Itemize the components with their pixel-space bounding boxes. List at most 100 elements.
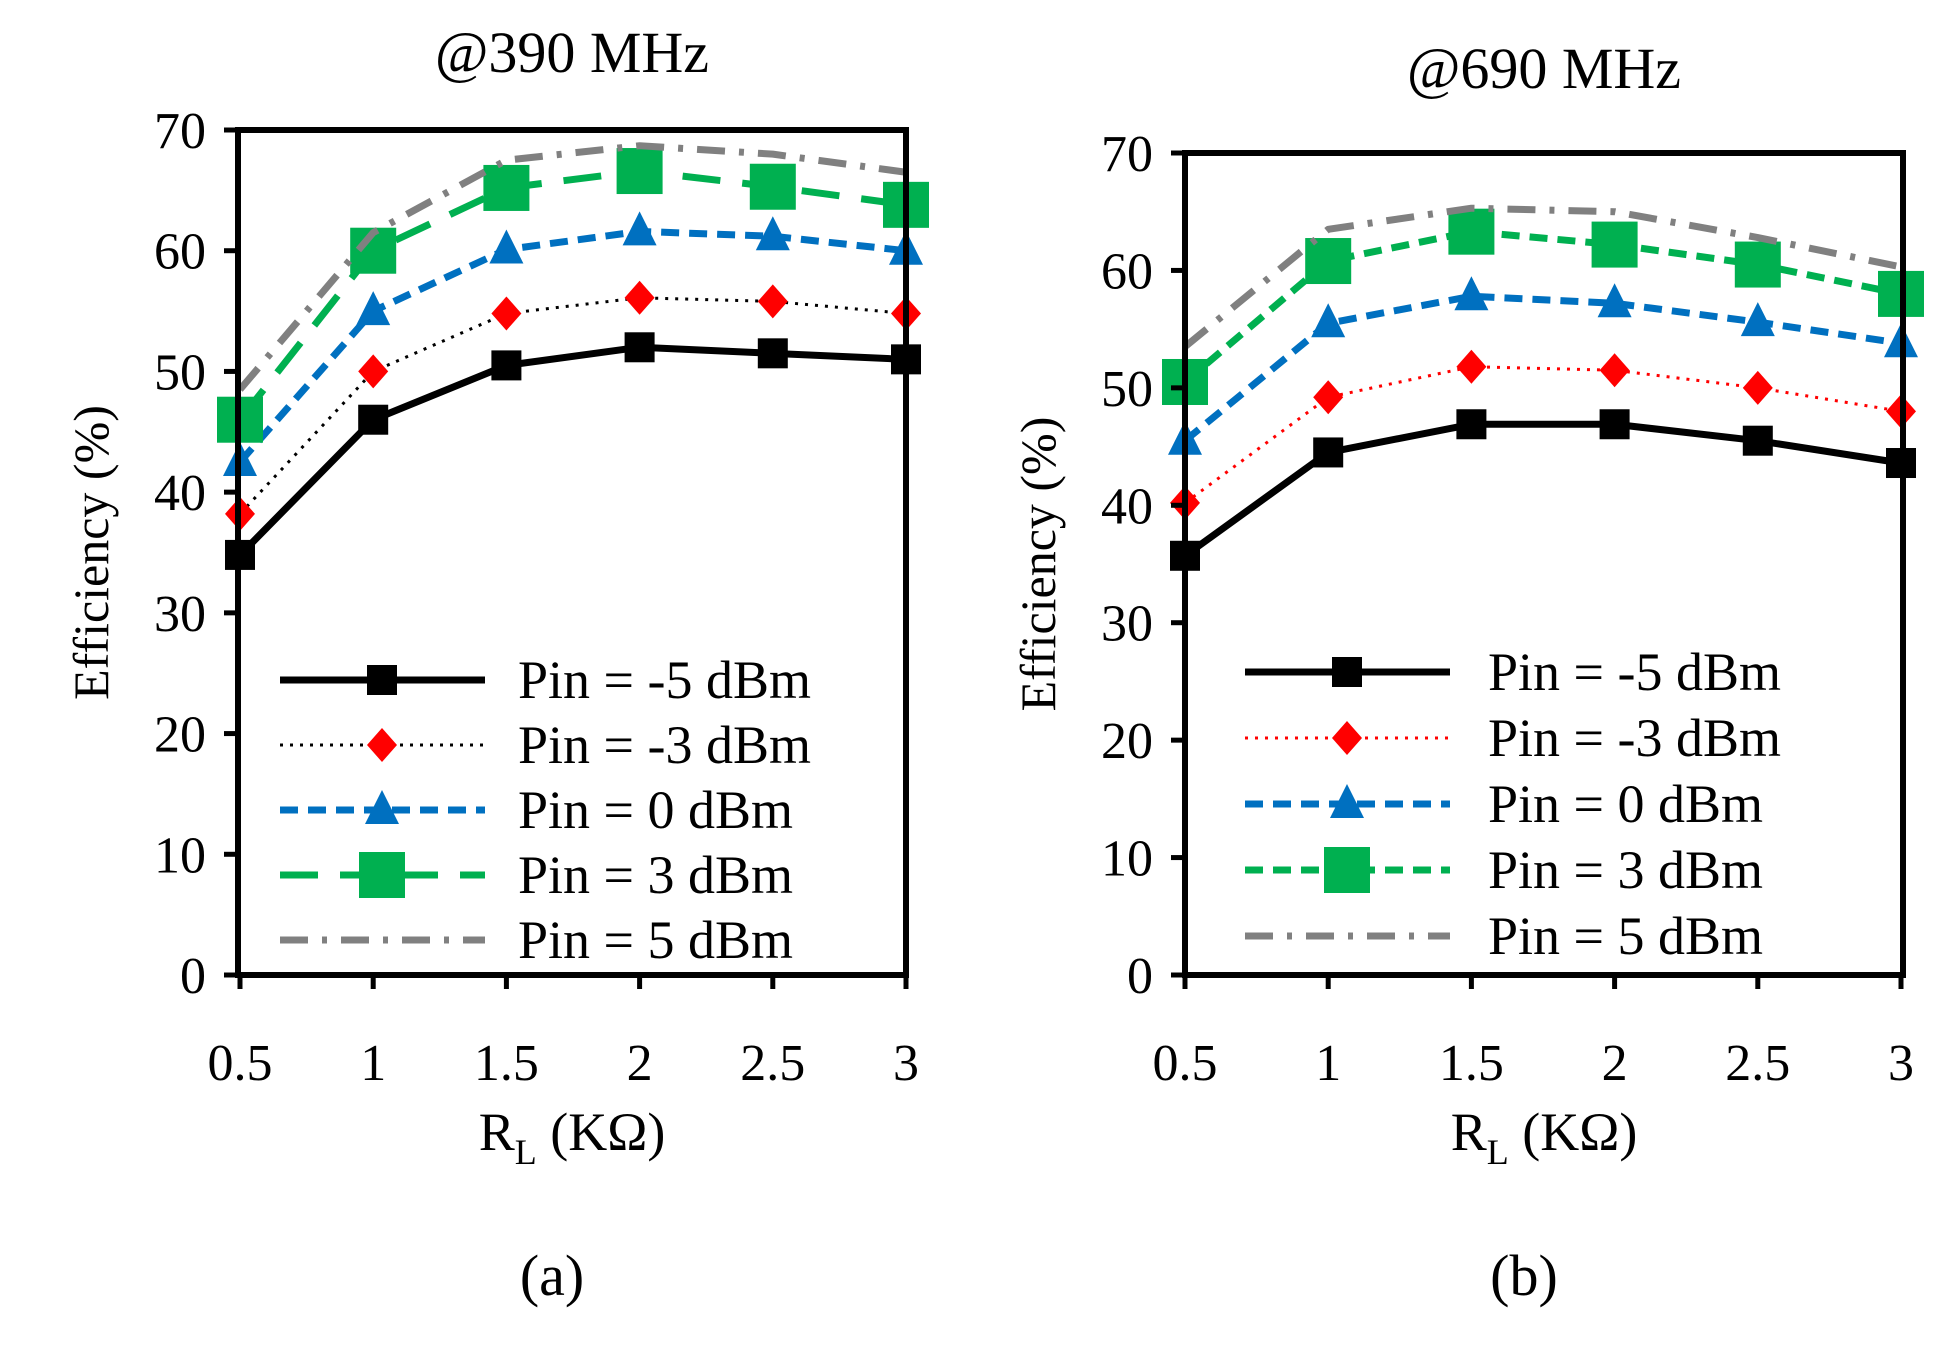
x-axis-label-main: R xyxy=(1451,1102,1487,1162)
y-tick-label: 40 xyxy=(1101,478,1153,535)
y-tick-label: 30 xyxy=(1101,596,1153,653)
legend-marker-3 xyxy=(1324,847,1370,893)
x-tick-label: 2 xyxy=(1602,1035,1628,1092)
y-tick-label: 60 xyxy=(1101,243,1153,300)
y-tick-label: 50 xyxy=(154,344,206,401)
legend-marker-3 xyxy=(359,852,405,898)
data-point-3-3 xyxy=(1591,221,1638,268)
x-axis-label-main: R xyxy=(479,1102,515,1162)
y-tick-label: 70 xyxy=(1101,126,1153,183)
data-point-0-1 xyxy=(358,404,389,435)
x-tick-label: 0.5 xyxy=(1153,1035,1218,1092)
legend-marker-0 xyxy=(367,665,397,695)
legend-marker-0 xyxy=(1332,657,1362,687)
data-point-1-3 xyxy=(1599,353,1630,388)
data-point-1-2 xyxy=(1456,349,1487,384)
x-axis-label: RL (KΩ) xyxy=(1451,1102,1638,1172)
legend-marker-1 xyxy=(1332,721,1362,755)
legend-marker-2 xyxy=(1330,784,1364,818)
data-point-0-2 xyxy=(1456,409,1487,440)
data-point-0-4 xyxy=(1742,425,1773,456)
y-tick-label: 10 xyxy=(1101,831,1153,888)
data-point-3-2 xyxy=(483,164,530,211)
y-tick-label: 0 xyxy=(1127,948,1153,1005)
data-point-3-3 xyxy=(616,148,663,195)
data-point-1-1 xyxy=(1313,380,1344,415)
x-tick-label: 2.5 xyxy=(740,1035,805,1092)
y-tick-label: 20 xyxy=(1101,713,1153,770)
series-line-2 xyxy=(237,227,907,465)
data-point-2-1 xyxy=(356,291,391,326)
legend-marker-2 xyxy=(365,790,399,824)
data-point-2-1 xyxy=(1311,303,1346,338)
y-axis-label: Efficiency (%) xyxy=(63,405,119,700)
y-tick-label: 40 xyxy=(154,465,206,522)
y-axis-label: Efficiency (%) xyxy=(1010,417,1066,712)
data-point-2-3 xyxy=(1597,283,1632,318)
data-point-1-2 xyxy=(491,296,522,331)
data-point-3-4 xyxy=(1734,241,1781,288)
legend-label-3: Pin = 3 dBm xyxy=(1488,840,1763,900)
data-point-1-3 xyxy=(624,280,655,315)
figure-caption: (b) xyxy=(1490,1243,1558,1308)
data-point-0-1 xyxy=(1313,437,1344,468)
legend-label-1: Pin = -3 dBm xyxy=(1488,708,1781,768)
x-axis-label-unit: (KΩ) xyxy=(1509,1102,1638,1162)
legend-marker-1 xyxy=(367,728,397,762)
legend-label-4: Pin = 5 dBm xyxy=(518,910,793,970)
series-group xyxy=(217,142,929,570)
x-axis-label-subscript: L xyxy=(515,1132,537,1172)
x-tick-label: 3 xyxy=(1888,1035,1914,1092)
data-point-2-2 xyxy=(489,229,524,264)
series-line-3 xyxy=(237,167,907,422)
legend-label-1: Pin = -3 dBm xyxy=(518,715,811,775)
series-group xyxy=(1162,204,1924,571)
data-point-2-4 xyxy=(755,216,790,251)
x-tick-label: 0.5 xyxy=(208,1035,273,1092)
plot-area xyxy=(235,127,909,978)
legend-label-3: Pin = 3 dBm xyxy=(518,845,793,905)
x-tick-label: 1 xyxy=(360,1035,386,1092)
x-tick-label: 2 xyxy=(627,1035,653,1092)
data-point-0-3 xyxy=(1599,409,1630,440)
series-line-2 xyxy=(1182,292,1902,444)
y-tick-label: 60 xyxy=(154,224,206,281)
y-tick-label: 10 xyxy=(154,827,206,884)
figure-caption: (a) xyxy=(520,1243,584,1308)
series-line-0 xyxy=(237,343,907,558)
y-tick-label: 20 xyxy=(154,707,206,764)
series-line-1 xyxy=(238,296,907,515)
legend-label-0: Pin = -5 dBm xyxy=(1488,642,1781,702)
data-point-3-4 xyxy=(749,163,796,210)
series-line-3 xyxy=(1182,228,1902,385)
x-tick-label: 2.5 xyxy=(1725,1035,1790,1092)
data-point-0-2 xyxy=(491,350,522,381)
data-point-2-4 xyxy=(1740,302,1775,337)
x-tick-label: 1.5 xyxy=(474,1035,539,1092)
x-tick-label: 3 xyxy=(893,1035,919,1092)
y-tick-label: 70 xyxy=(154,103,206,160)
data-point-2-2 xyxy=(1454,276,1489,311)
y-tick-label: 30 xyxy=(154,586,206,643)
chart-a: @390 MHz 0 10 20 30 40 50 60 70 0.5 1 1.5 2 2.5 3 RL (K… xyxy=(63,20,929,1308)
chart-b: @690 MHz 0 10 20 30 40 50 60 70 0.5 1 1.5 2 2.5 3 RL (K… xyxy=(1010,36,1924,1308)
plot-area xyxy=(1182,150,1906,978)
data-point-1-4 xyxy=(757,284,788,319)
chart-title: @690 MHz xyxy=(1407,36,1681,101)
data-point-2-3 xyxy=(622,211,657,246)
series-line-0 xyxy=(1182,420,1902,559)
legend-label-4: Pin = 5 dBm xyxy=(1488,906,1763,966)
data-point-3-1 xyxy=(1305,238,1352,285)
x-axis-label: RL (KΩ) xyxy=(479,1102,666,1172)
chart-title: @390 MHz xyxy=(435,20,709,85)
data-point-3-2 xyxy=(1448,208,1495,255)
legend-label-0: Pin = -5 dBm xyxy=(518,650,811,710)
data-point-1-4 xyxy=(1742,370,1773,405)
y-tick-label: 50 xyxy=(1101,361,1153,418)
legend-label-2: Pin = 0 dBm xyxy=(518,780,793,840)
x-axis-label-unit: (KΩ) xyxy=(537,1102,666,1162)
x-tick-label: 1.5 xyxy=(1439,1035,1504,1092)
y-tick-label: 0 xyxy=(180,948,206,1005)
